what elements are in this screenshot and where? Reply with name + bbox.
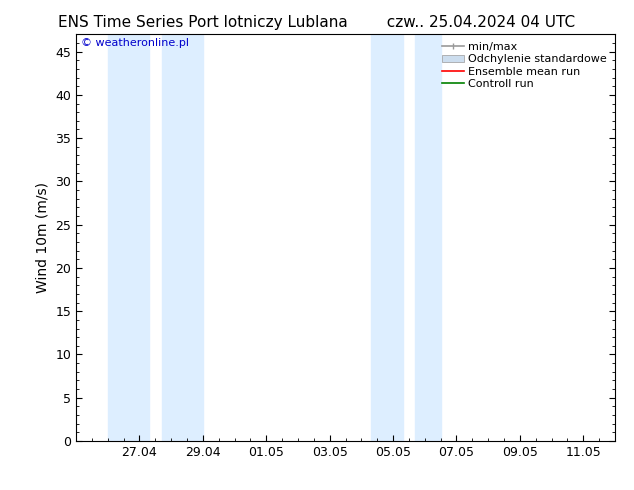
Text: ENS Time Series Port lotniczy Lublana        czw.. 25.04.2024 04 UTC: ENS Time Series Port lotniczy Lublana cz…	[58, 15, 576, 30]
Bar	[162, 34, 203, 441]
Y-axis label: Wind 10m (m/s): Wind 10m (m/s)	[36, 182, 50, 293]
Legend: min/max, Odchylenie standardowe, Ensemble mean run, Controll run: min/max, Odchylenie standardowe, Ensembl…	[439, 40, 609, 91]
Bar	[371, 34, 403, 441]
Bar	[415, 34, 441, 441]
Bar	[108, 34, 149, 441]
Text: © weatheronline.pl: © weatheronline.pl	[81, 38, 190, 49]
